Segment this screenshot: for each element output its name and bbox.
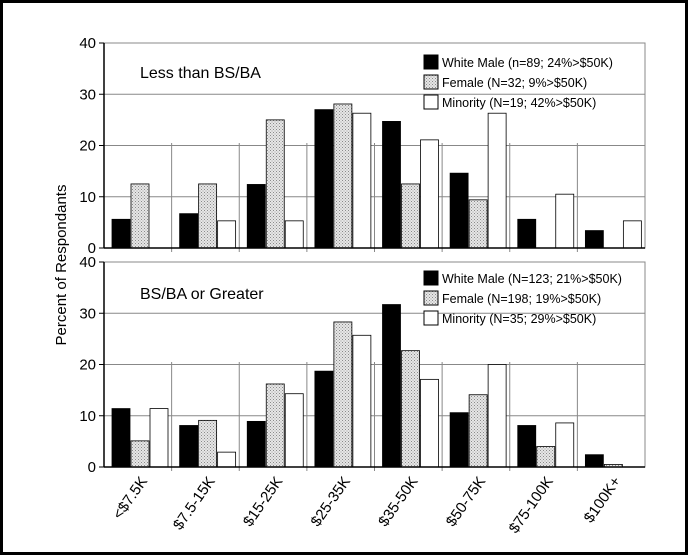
y-tick-label: 40 xyxy=(79,35,96,52)
bar-female-3 xyxy=(265,119,285,249)
bar-minority-7 xyxy=(555,422,575,468)
legend-label-minority: Minority (N=19; 42%>$50K) xyxy=(442,96,596,110)
bar-female-3 xyxy=(265,383,285,468)
bar-female-4 xyxy=(333,321,353,468)
bar-minority-6 xyxy=(487,364,507,468)
bar-white-male-6 xyxy=(449,412,469,468)
bar-white-male-8 xyxy=(584,454,604,468)
bar-minority-3 xyxy=(284,393,304,468)
bar-minority-4 xyxy=(352,112,372,249)
legend-label-white-male: White Male (n=89; 24%>$50K) xyxy=(442,56,613,70)
bar-white-male-3 xyxy=(246,184,266,249)
bar-white-male-4 xyxy=(314,109,334,249)
bar-minority-3 xyxy=(284,220,304,249)
panel-title: Less than BS/BA xyxy=(140,65,261,82)
y-tick-label: 40 xyxy=(79,254,96,271)
bar-white-male-4 xyxy=(314,370,334,468)
legend-swatch-minority xyxy=(423,94,439,110)
bar-white-male-6 xyxy=(449,172,469,249)
bar-minority-4 xyxy=(352,334,372,468)
bar-minority-8 xyxy=(622,220,642,249)
bar-white-male-5 xyxy=(382,121,401,249)
legend-label-female: Female (N=198; 19%>$50K) xyxy=(442,292,601,306)
bar-minority-1 xyxy=(149,408,169,468)
bar-minority-5 xyxy=(420,139,439,249)
bar-white-male-8 xyxy=(584,230,604,249)
y-tick-label: 30 xyxy=(79,305,96,322)
bar-female-1 xyxy=(130,183,150,249)
legend-label-white-male: White Male (N=123; 21%>$50K) xyxy=(442,272,622,286)
panel-1: 0 10 20 30 40 Less than BS/BA White Male (n=89… xyxy=(79,35,646,257)
bar-white-male-1 xyxy=(111,218,131,249)
y-tick-label: 0 xyxy=(88,459,96,476)
y-tick-label: 20 xyxy=(79,357,96,374)
bar-female-5 xyxy=(401,350,420,468)
bar-white-male-7 xyxy=(517,218,537,249)
bar-minority-6 xyxy=(487,112,507,249)
bar-minority-7 xyxy=(555,193,575,249)
bar-minority-2 xyxy=(217,451,237,468)
y-tick-label: 10 xyxy=(79,189,96,206)
legend-label-female: Female (N=32; 9%>$50K) xyxy=(442,76,587,90)
y-tick-label: 20 xyxy=(79,138,96,155)
legend-swatch-female xyxy=(423,74,439,90)
legend-label-minority: Minority (N=35; 29%>$50K) xyxy=(442,312,596,326)
legend-swatch-minority xyxy=(423,310,439,326)
bar-white-male-5 xyxy=(382,304,401,468)
bar-female-7 xyxy=(536,446,556,468)
bar-white-male-1 xyxy=(111,408,131,468)
bar-female-5 xyxy=(401,183,420,249)
panel-title: BS/BA or Greater xyxy=(140,286,264,303)
y-tick-label: 0 xyxy=(88,240,96,257)
bar-minority-5 xyxy=(420,378,439,468)
y-tick-label: 10 xyxy=(79,408,96,425)
legend-swatch-female xyxy=(423,290,439,306)
bar-white-male-7 xyxy=(517,425,537,468)
bar-female-1 xyxy=(130,440,150,468)
legend-swatch-white-male xyxy=(423,54,439,70)
bar-female-6 xyxy=(468,199,488,249)
bar-minority-2 xyxy=(217,220,237,249)
y-axis-label: Percent of Respondants xyxy=(53,185,70,346)
bar-white-male-3 xyxy=(246,420,266,468)
legend-swatch-white-male xyxy=(423,270,439,286)
bar-female-2 xyxy=(198,419,218,468)
bar-female-4 xyxy=(333,103,353,249)
bar-white-male-2 xyxy=(179,213,199,249)
bar-white-male-2 xyxy=(179,425,199,468)
bar-female-6 xyxy=(468,394,488,468)
bar-female-2 xyxy=(198,183,218,249)
y-tick-label: 30 xyxy=(79,86,96,103)
